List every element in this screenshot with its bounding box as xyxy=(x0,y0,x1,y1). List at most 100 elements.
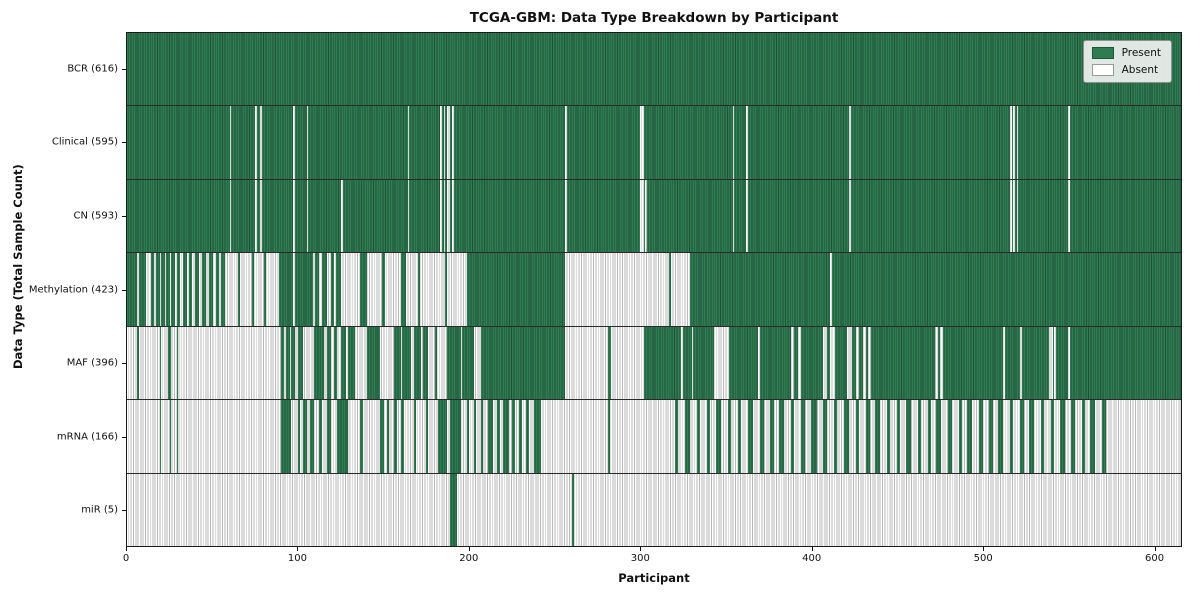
present-segment xyxy=(503,400,509,473)
present-segment xyxy=(347,326,355,400)
present-segment xyxy=(280,326,285,400)
y-tick-mark xyxy=(122,289,126,291)
present-segment xyxy=(262,106,293,179)
present-segment xyxy=(310,400,314,473)
present-segment xyxy=(393,400,398,473)
present-segment xyxy=(481,326,565,400)
present-segment xyxy=(298,400,300,473)
present-segment xyxy=(874,400,880,473)
present-segment xyxy=(450,400,461,473)
present-segment xyxy=(1069,106,1181,179)
legend-label: Absent xyxy=(1121,64,1159,76)
row-mir xyxy=(127,473,1181,546)
present-segment xyxy=(669,253,672,326)
present-segment xyxy=(1021,326,1050,400)
present-segment xyxy=(127,33,1181,106)
present-segment xyxy=(176,326,179,400)
present-segment xyxy=(729,326,759,400)
present-segment xyxy=(1009,400,1014,473)
x-tick-label: 600 xyxy=(1145,553,1165,564)
x-tick-label: 300 xyxy=(630,553,650,564)
present-segment xyxy=(400,400,405,473)
present-segment xyxy=(737,400,742,473)
present-segment xyxy=(294,253,314,326)
present-segment xyxy=(607,400,610,473)
present-segment xyxy=(150,253,155,326)
present-segment xyxy=(886,400,891,473)
present-segment xyxy=(445,179,447,253)
present-segment xyxy=(801,326,824,400)
legend-item-present: Present xyxy=(1091,47,1161,59)
present-segment xyxy=(209,253,213,326)
present-segment xyxy=(1018,179,1069,253)
present-segment xyxy=(760,326,791,400)
legend-label: Present xyxy=(1121,47,1161,59)
present-segment xyxy=(696,400,701,473)
present-segment xyxy=(294,179,307,253)
present-segment xyxy=(831,253,1181,326)
present-segment xyxy=(835,326,848,400)
present-segment xyxy=(967,400,973,473)
present-segment xyxy=(1040,400,1045,473)
present-segment xyxy=(262,179,293,253)
y-tick-label: Clinical (595) xyxy=(51,136,118,148)
present-segment xyxy=(852,326,856,400)
present-segment xyxy=(257,106,261,179)
legend-swatch-absent xyxy=(1091,64,1114,76)
present-segment xyxy=(159,400,162,473)
present-segment xyxy=(127,106,230,179)
present-segment xyxy=(342,179,408,253)
y-tick-label: Methylation (423) xyxy=(28,284,118,295)
present-segment xyxy=(231,179,256,253)
present-segment xyxy=(855,400,860,473)
present-segment xyxy=(1071,400,1075,473)
present-segment xyxy=(948,400,952,473)
present-segment xyxy=(1011,106,1014,179)
present-segment xyxy=(169,400,172,473)
present-segment xyxy=(263,253,266,326)
present-segment xyxy=(441,106,444,179)
present-segment xyxy=(684,400,690,473)
present-segment xyxy=(866,326,868,400)
present-segment xyxy=(1004,326,1021,400)
present-segment xyxy=(414,400,417,473)
present-segment xyxy=(176,400,179,473)
y-tick-label: miR (5) xyxy=(81,504,118,516)
plot-area xyxy=(126,32,1182,547)
present-segment xyxy=(643,106,733,179)
present-segment xyxy=(359,400,364,473)
present-segment xyxy=(647,179,733,253)
present-segment xyxy=(734,179,747,253)
present-segment xyxy=(905,400,911,473)
present-segment xyxy=(958,400,962,473)
present-segment xyxy=(453,179,565,253)
y-tick-mark xyxy=(122,142,126,144)
present-segment xyxy=(327,326,331,400)
row-maf xyxy=(127,326,1181,401)
y-tick-label: mRNA (166) xyxy=(56,431,118,443)
present-segment xyxy=(441,179,444,253)
x-tick-mark xyxy=(1154,547,1156,551)
present-segment xyxy=(1015,179,1017,253)
y-tick-label: MAF (396) xyxy=(66,357,118,369)
present-segment xyxy=(171,253,175,326)
present-segment xyxy=(748,106,850,179)
x-tick-label: 0 xyxy=(122,553,130,564)
present-segment xyxy=(801,400,805,473)
x-tick-mark xyxy=(126,547,127,551)
present-segment xyxy=(380,400,384,473)
present-segment xyxy=(359,253,367,326)
present-segment xyxy=(481,400,483,473)
present-segment xyxy=(409,179,441,253)
present-segment xyxy=(760,400,764,473)
present-segment xyxy=(474,400,477,473)
present-segment xyxy=(917,400,921,473)
present-segment xyxy=(511,400,516,473)
present-segment xyxy=(315,253,319,326)
row-mrna xyxy=(127,400,1181,474)
present-segment xyxy=(833,400,838,473)
present-segment xyxy=(251,253,254,326)
present-segment xyxy=(693,326,714,400)
present-segment xyxy=(279,253,293,326)
